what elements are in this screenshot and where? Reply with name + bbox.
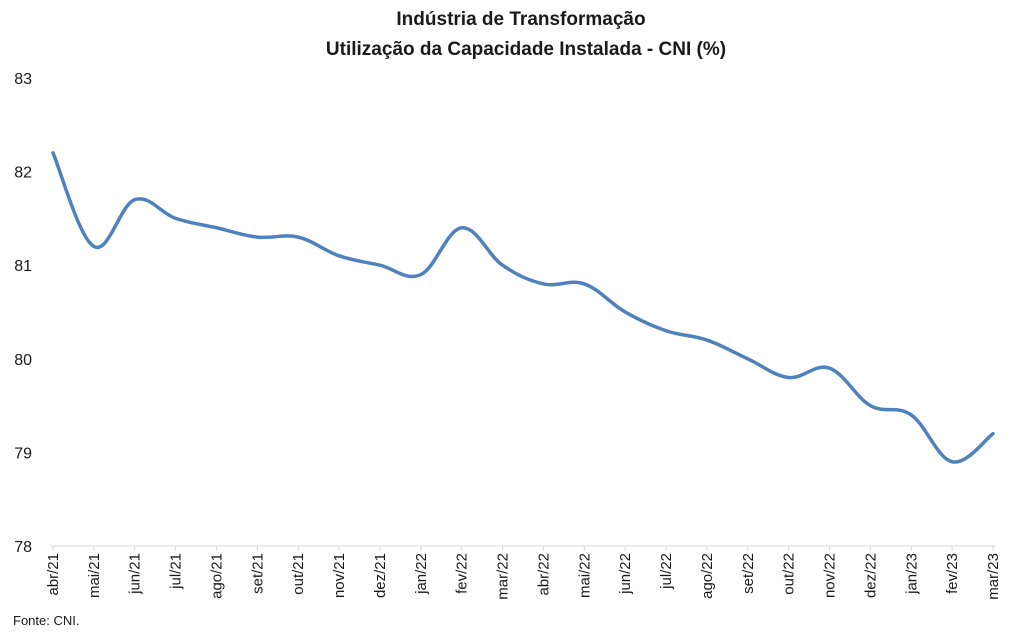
x-tick-label: mar/22 — [495, 553, 512, 600]
x-tick-label: set/22 — [740, 553, 757, 594]
x-tick-label: ago/22 — [699, 553, 716, 599]
data-point — [460, 226, 464, 230]
y-axis: 78 79 80 81 82 83 — [14, 71, 32, 556]
x-tick-label: jan/22 — [413, 553, 430, 595]
data-point — [92, 244, 96, 248]
y-tick-label: 80 — [14, 352, 32, 369]
series-line — [51, 151, 995, 464]
data-point — [337, 254, 341, 258]
data-point — [909, 413, 913, 417]
x-tick-label: mai/22 — [576, 553, 593, 598]
source-note: Fonte: CNI. — [13, 613, 79, 628]
x-axis: abr/21 mai/21 jun/21 jul/21 ago/21 set/21 out/… — [45, 546, 1002, 600]
x-tick-label: set/21 — [249, 553, 266, 594]
data-point — [255, 235, 259, 239]
data-point — [950, 460, 954, 464]
x-tick-label: abr/21 — [45, 553, 62, 596]
x-tick-label: jul/21 — [168, 553, 185, 590]
data-point — [214, 226, 218, 230]
data-point — [582, 282, 586, 286]
data-point — [746, 357, 750, 361]
data-point — [133, 198, 137, 202]
data-point — [501, 263, 505, 267]
x-tick-label: abr/22 — [535, 553, 552, 596]
data-points — [51, 151, 995, 464]
data-point — [828, 366, 832, 370]
data-point — [419, 273, 423, 277]
x-tick-label: out/21 — [290, 553, 307, 595]
data-point — [991, 432, 995, 436]
x-tick-label: jun/22 — [617, 553, 634, 595]
data-point — [868, 404, 872, 408]
data-point — [174, 216, 178, 220]
x-tick-label: jul/22 — [658, 553, 675, 590]
x-tick-label: jun/21 — [127, 553, 144, 595]
x-tick-label: dez/22 — [862, 553, 879, 598]
x-tick-label: nov/21 — [331, 553, 348, 598]
x-tick-label: out/22 — [781, 553, 798, 595]
y-tick-label: 83 — [14, 71, 32, 88]
y-tick-label: 81 — [14, 258, 32, 275]
data-point — [296, 235, 300, 239]
x-tick-label: jan/23 — [903, 553, 920, 595]
data-point — [51, 151, 55, 155]
data-point — [705, 338, 709, 342]
x-tick-label: mai/21 — [86, 553, 103, 598]
x-tick-label: dez/21 — [372, 553, 389, 598]
chart-subtitle: Utilização da Capacidade Instalada - CNI… — [326, 39, 726, 60]
y-tick-label: 79 — [14, 445, 32, 462]
y-tick-label: 78 — [14, 539, 32, 556]
x-tick-label: fev/23 — [944, 553, 961, 594]
y-tick-label: 82 — [14, 165, 32, 182]
x-tick-label: ago/21 — [208, 553, 225, 599]
data-point — [664, 329, 668, 333]
data-point — [541, 282, 545, 286]
chart-title: Indústria de Transformação — [396, 9, 645, 30]
data-point — [623, 310, 627, 314]
x-tick-label: fev/22 — [454, 553, 471, 594]
x-tick-label: nov/22 — [822, 553, 839, 598]
data-point — [787, 376, 791, 380]
data-point — [378, 263, 382, 267]
x-tick-label: mar/23 — [985, 553, 1002, 600]
